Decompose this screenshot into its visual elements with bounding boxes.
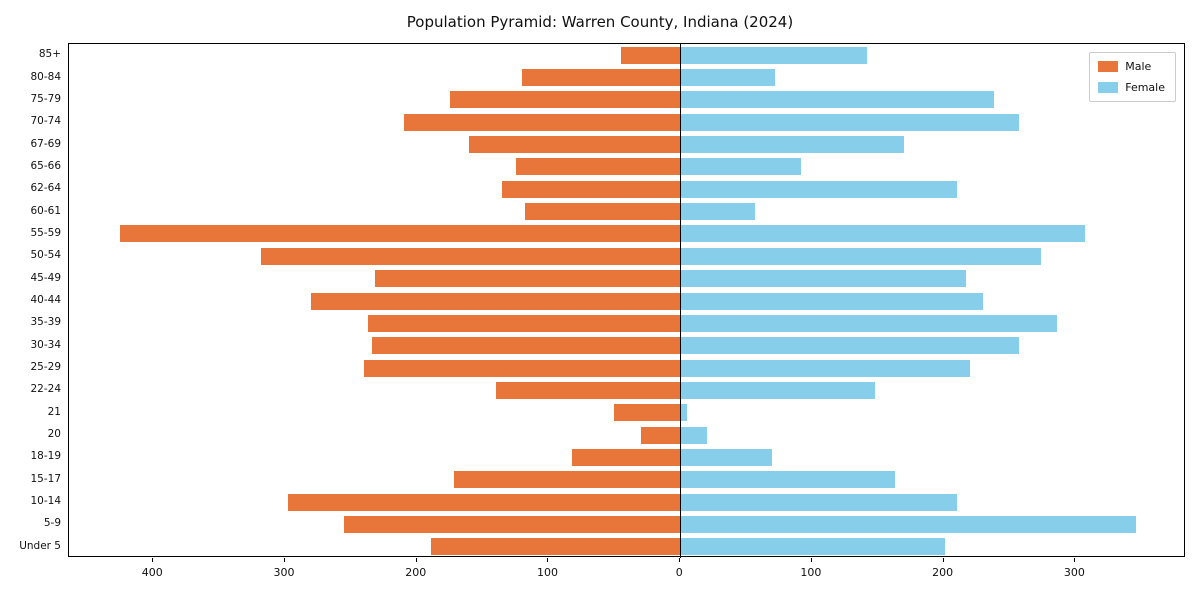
- xtick-mark-100: [547, 558, 548, 562]
- chart-title: Population Pyramid: Warren County, India…: [406, 13, 794, 31]
- male-bar-80-84: [522, 69, 681, 86]
- male-bar-65-66: [515, 158, 681, 175]
- female-bar-65-66: [680, 158, 802, 175]
- ytick-label-45-49: 45-49: [30, 271, 61, 284]
- plot-area: Male Female: [68, 43, 1185, 558]
- female-bar-50-54: [680, 248, 1042, 265]
- female-bar-75-79: [680, 91, 994, 108]
- female-legend-label: Female: [1125, 81, 1165, 94]
- male-bar-70-74: [403, 114, 681, 131]
- xtick-mark-400: [152, 558, 153, 562]
- female-bar-35-39: [680, 315, 1057, 332]
- ytick-label-80-84: 80-84: [30, 70, 61, 83]
- female-legend-swatch: [1098, 82, 1119, 93]
- ytick-label-10-14: 10-14: [30, 495, 61, 508]
- xtick-label-200: 200: [932, 566, 954, 579]
- male-bar-50-54: [261, 248, 681, 265]
- ytick-label-75-79: 75-79: [30, 92, 61, 105]
- legend-entry-female: Female: [1098, 81, 1165, 94]
- xtick-mark-200: [416, 558, 417, 562]
- female-bar-Under 5: [680, 538, 945, 555]
- xtick-label-300: 300: [273, 566, 295, 579]
- male-bar-60-61: [524, 203, 681, 220]
- male-bar-20: [640, 427, 681, 444]
- female-bar-55-59: [680, 225, 1085, 242]
- male-bar-22-24: [495, 382, 681, 399]
- ytick-label-21: 21: [47, 405, 61, 418]
- female-bar-67-69: [680, 136, 905, 153]
- xtick-label-300: 300: [1063, 566, 1085, 579]
- male-bar-35-39: [368, 315, 681, 332]
- female-bar-21: [680, 404, 687, 421]
- male-bar-10-14: [287, 494, 681, 511]
- xtick-mark-100: [811, 558, 812, 562]
- xtick-mark-200: [943, 558, 944, 562]
- male-bar-25-29: [364, 360, 681, 377]
- ytick-label-15-17: 15-17: [30, 472, 61, 485]
- female-bar-20: [680, 427, 707, 444]
- ytick-label-62-64: 62-64: [30, 182, 61, 195]
- xtick-mark-0: [679, 558, 680, 562]
- xtick-label-100: 100: [800, 566, 822, 579]
- female-bar-10-14: [680, 494, 957, 511]
- ytick-label-20: 20: [47, 428, 61, 441]
- xtick-label-400: 400: [141, 566, 163, 579]
- female-bar-40-44: [680, 293, 984, 310]
- female-bar-18-19: [680, 449, 773, 466]
- female-bar-62-64: [680, 181, 957, 198]
- xtick-label-0: 0: [675, 566, 683, 579]
- ytick-label-18-19: 18-19: [30, 450, 61, 463]
- ytick-label-70-74: 70-74: [30, 115, 61, 128]
- male-bar-40-44: [311, 293, 681, 310]
- female-bar-30-34: [680, 337, 1019, 354]
- female-bar-85+: [680, 47, 868, 64]
- male-bar-55-59: [120, 225, 681, 242]
- ytick-label-35-39: 35-39: [30, 316, 61, 329]
- ytick-label-67-69: 67-69: [30, 137, 61, 150]
- male-bar-21: [614, 404, 681, 421]
- male-legend-swatch: [1098, 61, 1119, 72]
- xtick-mark-300: [1074, 558, 1075, 562]
- female-bar-60-61: [680, 203, 756, 220]
- male-bar-85+: [620, 47, 681, 64]
- male-bar-18-19: [572, 449, 681, 466]
- female-bar-5-9: [680, 516, 1136, 533]
- female-bar-80-84: [680, 69, 776, 86]
- female-bar-25-29: [680, 360, 970, 377]
- ytick-label-65-66: 65-66: [30, 159, 61, 172]
- female-bar-22-24: [680, 382, 876, 399]
- ytick-label-22-24: 22-24: [30, 383, 61, 396]
- ytick-label-30-34: 30-34: [30, 338, 61, 351]
- female-bar-15-17: [680, 471, 895, 488]
- ytick-label-40-44: 40-44: [30, 294, 61, 306]
- ytick-label-60-61: 60-61: [30, 204, 61, 217]
- ytick-label-25-29: 25-29: [30, 361, 61, 374]
- male-bar-62-64: [502, 181, 681, 198]
- female-bar-45-49: [680, 270, 967, 287]
- male-bar-75-79: [449, 91, 681, 108]
- male-bar-15-17: [453, 471, 681, 488]
- male-bar-5-9: [344, 516, 681, 533]
- legend-entry-male: Male: [1098, 60, 1165, 73]
- male-bar-30-34: [371, 337, 681, 354]
- female-bar-70-74: [680, 114, 1019, 131]
- xtick-mark-300: [284, 558, 285, 562]
- legend: Male Female: [1089, 52, 1176, 102]
- male-legend-label: Male: [1125, 60, 1152, 73]
- zero-axis-line: [680, 44, 681, 558]
- ytick-label-85+: 85+: [38, 48, 61, 61]
- ytick-label-5-9: 5-9: [43, 517, 61, 530]
- male-bar-45-49: [374, 270, 681, 287]
- ytick-label-55-59: 55-59: [30, 226, 61, 239]
- ytick-label-50-54: 50-54: [30, 249, 61, 262]
- male-bar-67-69: [469, 136, 681, 153]
- male-bar-Under 5: [431, 538, 681, 555]
- xtick-label-100: 100: [536, 566, 558, 579]
- xtick-label-200: 200: [405, 566, 427, 579]
- ytick-label-Under 5: Under 5: [19, 539, 61, 552]
